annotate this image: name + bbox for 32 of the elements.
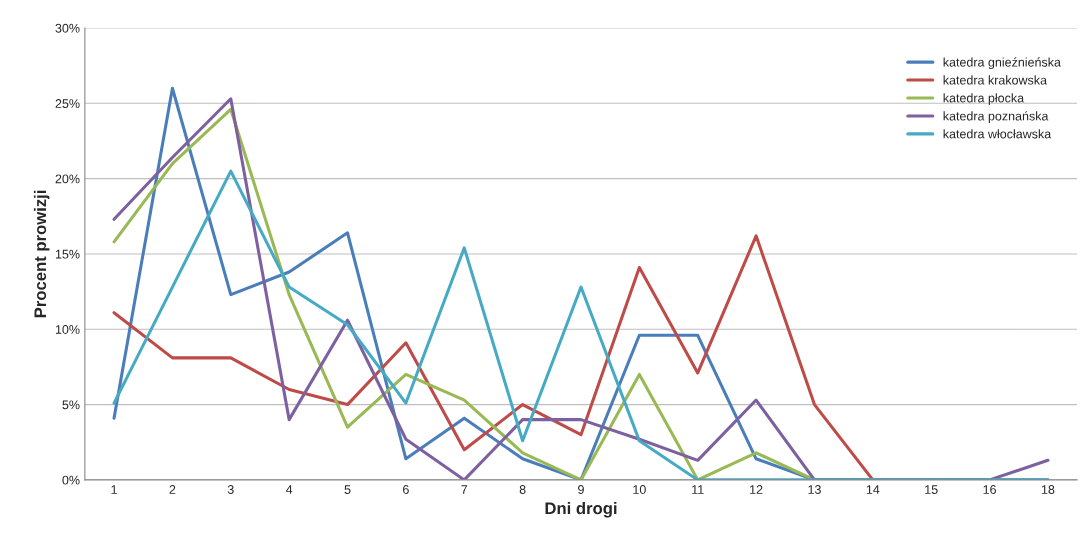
x-tick-label: 9	[578, 485, 584, 494]
y-tick-label: 15%	[55, 249, 80, 259]
legend-label: katedra krakowska	[943, 75, 1047, 85]
x-tick-label: 13	[808, 485, 821, 494]
x-tick-label: 3	[227, 485, 234, 494]
x-axis-title: Dni drogi	[545, 501, 617, 518]
x-tick-label: 15	[925, 485, 938, 494]
x-tick-label: 18	[1041, 485, 1055, 494]
y-axis-title: Procent prowizji	[33, 190, 50, 318]
x-tick-label: 8	[519, 485, 526, 494]
x-tick-label: 10	[633, 485, 646, 494]
y-tick-label: 25%	[55, 99, 80, 108]
x-tick-label: 2	[169, 485, 176, 494]
x-tick-label: 14	[866, 485, 880, 494]
y-tick-label: 0%	[62, 475, 80, 485]
x-tick-label: 4	[285, 485, 293, 494]
line-series	[112, 169, 1050, 480]
y-tick-label: 30%	[55, 23, 80, 33]
x-tick-label: 1	[111, 485, 117, 494]
x-tick-label: 16	[983, 485, 996, 494]
legend-label: katedra gnieźnieńska	[943, 57, 1061, 70]
legend-label: katedra włocławska	[943, 129, 1052, 139]
x-tick-label: 7	[461, 485, 468, 494]
x-tick-label: 6	[403, 485, 409, 494]
y-tick-label: 10%	[55, 325, 80, 334]
legend-label: katedra płocka	[943, 93, 1025, 105]
x-tick-label: 5	[344, 485, 351, 494]
legend-label: katedra poznańska	[943, 111, 1049, 123]
x-tick-label: 12	[750, 485, 763, 494]
x-tick-label: 11	[692, 485, 704, 494]
y-tick-label: 20%	[55, 174, 80, 184]
y-tick-label: 5%	[62, 400, 80, 410]
